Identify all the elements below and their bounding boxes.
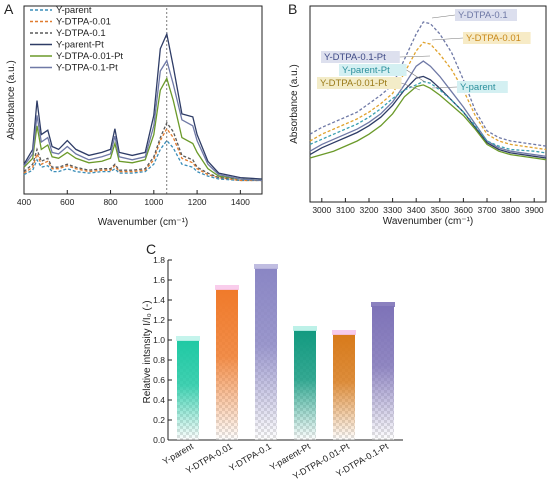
panel-a-series-lines <box>23 31 263 182</box>
panel-a-xtick-label: 1400 <box>231 197 250 207</box>
panel-a-series-line <box>23 139 262 182</box>
panel-c-ytick-label: 0.6 <box>153 375 165 385</box>
panel-b-leader-line <box>431 14 456 19</box>
panel-a-legend-label: Y-parent <box>56 5 92 16</box>
panel-a-letter: A <box>4 1 14 17</box>
panel-b-annotations: Y-DTPA-0.1 Y-DTPA-0.01 Y-DTPA-0.1-Pt Y-pare… <box>317 9 531 93</box>
panel-a-series-line <box>23 31 263 180</box>
panel-b-series-line <box>309 75 547 159</box>
panel-c-ytick-label: 0.2 <box>153 415 165 425</box>
panel-b-leader-line <box>401 82 421 91</box>
panel-b-series-line <box>309 84 547 161</box>
panel-b-letter: B <box>288 1 297 17</box>
panel-c-bar <box>294 330 316 440</box>
panel-c-ytick-label: 1.8 <box>153 255 165 265</box>
panel-c-category-labels: Y-parentY-DTPA-0.01Y-DTPA-0.1Y-parent-Pt… <box>161 441 391 480</box>
panel-c-chart: 0.0 0.2 0.4 0.6 0.8 1.0 1.2 1.4 1.6 1.8 Y-parentY… <box>142 255 403 480</box>
panel-a-legend-label: Y-parent-Pt <box>56 40 104 51</box>
panel-c-ticks: 0.0 0.2 0.4 0.6 0.8 1.0 1.2 1.4 1.6 1.8 <box>153 255 172 445</box>
panel-a-legend: Y-parentY-DTPA-0.01Y-DTPA-0.1Y-parent-Pt… <box>30 5 123 74</box>
panel-c-ytick-label: 0.8 <box>153 355 165 365</box>
panel-b-xtick-label: 3300 <box>383 205 402 215</box>
panel-c-ytick-label: 1.4 <box>153 295 165 305</box>
panel-b-xtick-label: 3000 <box>312 205 331 215</box>
panel-b-series-label: Y-DTPA-0.1 <box>458 10 508 21</box>
panel-a-series-line <box>23 76 263 182</box>
panel-b-ylabel: Absorbance (a.u.) <box>289 64 300 144</box>
panel-c-ytick-label: 1.2 <box>153 315 165 325</box>
panel-b-label-bg <box>463 32 531 44</box>
panel-c-bar-cap <box>293 326 317 331</box>
panel-c-bar-cap <box>371 302 395 307</box>
panel-b-xtick-label: 3400 <box>407 205 426 215</box>
panel-b-xtick-label: 3200 <box>360 205 379 215</box>
panel-c-ylabel: Relative intsnsity I/I₀ (-) <box>142 300 153 403</box>
panel-a-legend-label: Y-DTPA-0.1-Pt <box>56 63 118 74</box>
panel-a-xtick-label: 600 <box>60 197 74 207</box>
panel-b-series-lines <box>309 21 547 161</box>
panel-c-ytick-label: 0.4 <box>153 395 165 405</box>
panel-c-bar <box>372 306 394 440</box>
panel-b-series-label: Y-DTPA-0.01-Pt <box>320 78 387 89</box>
panel-c-ytick-label: 1.6 <box>153 275 165 285</box>
panel-c-bar <box>255 268 277 440</box>
panel-a-series-line <box>23 127 262 182</box>
panel-b-leader-line <box>431 37 464 41</box>
panel-b-series-label: Y-parent-Pt <box>342 65 390 76</box>
panel-b-series-line <box>309 41 547 151</box>
panel-b-xtick-label: 3600 <box>454 205 473 215</box>
panel-b-leader-line <box>399 55 431 58</box>
panel-c-bar-cap <box>176 336 200 341</box>
panel-a-xtick-label: 1200 <box>188 197 207 207</box>
panel-b-label-bg <box>321 51 400 63</box>
panel-c-category-label: Y-DTPA-0.1 <box>227 441 273 473</box>
panel-b-xtick-label: 3800 <box>501 205 520 215</box>
panel-b-series-line <box>309 80 547 154</box>
panel-c-letter: C <box>146 241 156 257</box>
panel-a-legend-label: Y-DTPA-0.1 <box>56 28 106 39</box>
panel-c-bar-cap <box>215 285 239 290</box>
panel-c-ytick-label: 0.0 <box>153 435 165 445</box>
panel-a-legend-label: Y-DTPA-0.01-Pt <box>56 51 123 62</box>
panel-a-plot-frame <box>23 5 263 195</box>
panel-b-xtick-label: 3500 <box>430 205 449 215</box>
panel-a-ylabel: Absorbance (a.u.) <box>6 60 17 140</box>
panel-b-ticks: 3000 3100 3200 3300 3400 3500 3600 3700 3800 3900 <box>312 198 544 215</box>
panel-a-xtick-label: 1000 <box>144 197 163 207</box>
panel-b-xlabel: Wavenumber (cm⁻¹) <box>383 216 473 227</box>
panel-c-bar <box>177 340 199 440</box>
panel-c-bar-cap <box>332 330 356 335</box>
panel-b-leader-line <box>431 86 458 89</box>
panel-b-series-line <box>309 21 547 147</box>
panel-b-series-label: Y-parent <box>460 82 496 93</box>
panel-b-series-label: Y-DTPA-0.1-Pt <box>324 52 386 63</box>
panel-b-xtick-label: 3700 <box>478 205 497 215</box>
panel-c-bars <box>176 264 395 440</box>
panel-a-series-line <box>23 58 263 182</box>
panel-b-xtick-label: 3900 <box>525 205 544 215</box>
panel-a-xlabel: Wavenumber (cm⁻¹) <box>98 217 188 228</box>
panel-b-label-bg <box>457 81 508 93</box>
panel-a-series-line <box>23 121 263 182</box>
panel-b-plot-frame <box>309 5 547 203</box>
panel-c-bar-cap <box>254 264 278 269</box>
panel-b-series-label: Y-DTPA-0.01 <box>466 33 521 44</box>
panel-a-xtick-label: 800 <box>103 197 117 207</box>
panel-a-chart: 400 600 800 1000 1200 1400 Y-parentY-DTPA-0.0… <box>6 5 263 228</box>
panel-a-legend-label: Y-DTPA-0.01 <box>56 17 111 28</box>
panel-b-label-bg <box>339 64 407 76</box>
panel-c-bar <box>216 289 238 440</box>
panel-a-ticks: 400 600 800 1000 1200 1400 <box>17 190 250 207</box>
panel-b-chart: 3000 3100 3200 3300 3400 3500 3600 3700 3800 3900… <box>289 5 547 227</box>
panel-b-xtick-label: 3100 <box>336 205 355 215</box>
panel-c-ytick-label: 1.0 <box>153 335 165 345</box>
panel-b-series-line <box>309 60 547 157</box>
panel-c-bar <box>333 334 355 440</box>
panel-a-xtick-label: 400 <box>17 197 31 207</box>
panel-b-label-bg <box>455 9 517 21</box>
panel-b-label-bg <box>317 77 402 89</box>
panel-b-leader-line <box>406 69 426 83</box>
